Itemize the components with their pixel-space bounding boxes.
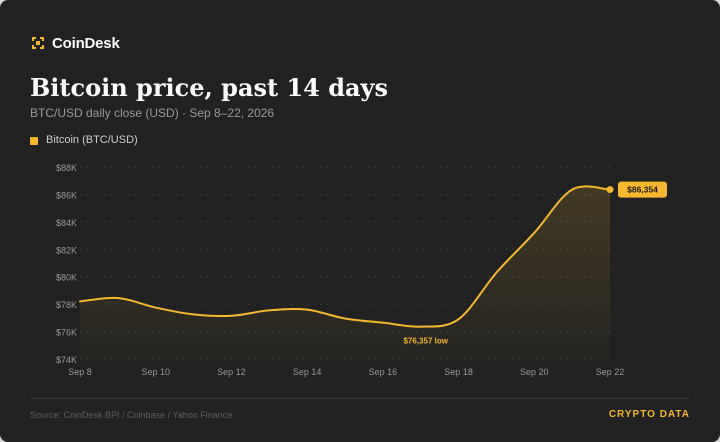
x-tick-label: Sep 10 <box>141 367 170 377</box>
source-note: Source: CoinDesk BPI / Coinbase / Yahoo … <box>30 410 233 420</box>
y-tick-label: $76K <box>56 328 77 338</box>
brand-name: CoinDesk <box>52 34 120 52</box>
x-tick-label: Sep 12 <box>217 367 246 377</box>
coindesk-logo-icon <box>32 37 44 49</box>
y-tick-label: $82K <box>56 245 77 255</box>
x-tick-label: Sep 22 <box>596 367 625 377</box>
x-tick-label: Sep 8 <box>68 367 92 377</box>
x-axis-labels: Sep 8 Sep 10 Sep 12 Sep 14 Sep 16 Sep 18 Sep 2… <box>68 367 624 377</box>
x-tick-label: Sep 14 <box>293 367 322 377</box>
y-tick-label: $86K <box>56 190 77 200</box>
footer-divider <box>30 398 690 399</box>
last-price-badge-bg <box>618 181 667 198</box>
chart-title: Bitcoin price, past 14 days <box>30 73 388 102</box>
annotations: $76,357 low $86,354 <box>403 181 667 346</box>
brand[interactable]: CoinDesk <box>30 33 120 53</box>
bitcoin-price-area <box>80 186 610 359</box>
legend-swatch <box>30 136 38 145</box>
x-tick-label: Sep 20 <box>520 367 549 377</box>
x-tick-label: Sep 18 <box>444 367 473 377</box>
footer-tag[interactable]: CRYPTO DATA <box>608 409 690 420</box>
y-axis-labels: $74K $76K $78K $80K $82K $84K $86K $88K <box>56 163 77 365</box>
data-points <box>606 186 614 194</box>
y-tick-label: $78K <box>56 300 77 310</box>
legend: Bitcoin (BTC/USD) <box>30 134 138 147</box>
x-tick-label: Sep 16 <box>369 367 398 377</box>
bitcoin-price-line <box>79 185 611 328</box>
last-price-label: $86,354 <box>627 185 658 195</box>
y-tick-label: $74K <box>56 355 77 365</box>
last-price-badge: $86,354 <box>618 181 667 198</box>
low-annotation-label: $76,357 low <box>403 337 448 346</box>
legend-label: Bitcoin (BTC/USD) <box>46 134 138 146</box>
y-tick-label: $88K <box>56 163 77 173</box>
last-price-marker <box>606 186 614 194</box>
y-tick-label: $80K <box>56 273 77 283</box>
chart-subtitle: BTC/USD daily close (USD) · Sep 8–22, 20… <box>30 106 275 120</box>
y-tick-label: $84K <box>56 218 77 228</box>
